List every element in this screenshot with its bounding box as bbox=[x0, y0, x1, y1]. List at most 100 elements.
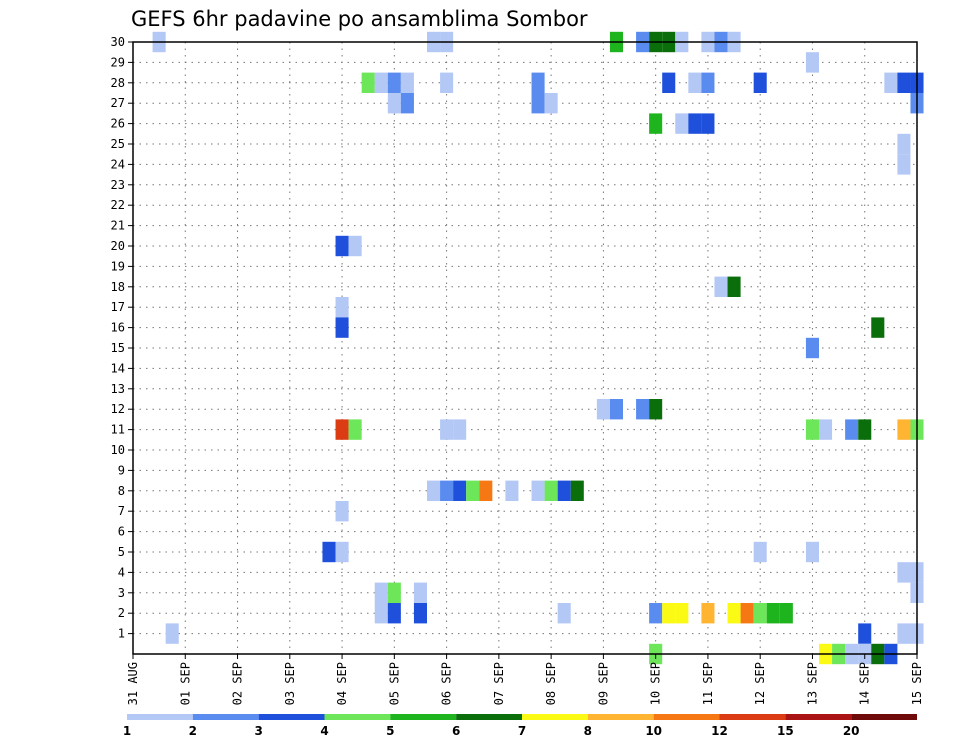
y-tick-label: 10 bbox=[111, 443, 125, 457]
precip-cell bbox=[805, 52, 819, 73]
x-tick-label: 01 SEP bbox=[178, 662, 192, 705]
precip-cell bbox=[897, 154, 911, 175]
y-tick-label: 28 bbox=[111, 76, 125, 90]
precip-cell bbox=[662, 72, 676, 93]
precip-cell bbox=[636, 399, 650, 420]
y-tick-label: 27 bbox=[111, 96, 125, 110]
precip-cell bbox=[557, 603, 571, 624]
precip-cell bbox=[688, 113, 702, 134]
precip-cell bbox=[531, 93, 545, 114]
precip-cell bbox=[570, 480, 584, 501]
y-tick-label: 30 bbox=[111, 35, 125, 49]
precip-cell bbox=[322, 541, 336, 563]
precip-cell bbox=[400, 72, 414, 93]
precip-cell bbox=[374, 603, 388, 624]
x-tick-label: 08 SEP bbox=[544, 662, 558, 705]
colorbar-swatch bbox=[390, 714, 457, 720]
precip-cell bbox=[727, 276, 741, 297]
colorbar-label: 3 bbox=[254, 724, 262, 738]
y-tick-label: 9 bbox=[118, 463, 125, 477]
precip-cell bbox=[387, 603, 401, 624]
x-tick-label: 03 SEP bbox=[283, 662, 297, 705]
colorbar-label: 10 bbox=[645, 724, 662, 738]
precip-cell bbox=[675, 603, 689, 624]
y-tick-label: 15 bbox=[111, 341, 125, 355]
plot-cells bbox=[152, 31, 924, 665]
precip-cell bbox=[557, 480, 571, 501]
precip-cell bbox=[165, 623, 179, 644]
precip-cell bbox=[387, 72, 401, 93]
precip-cell bbox=[361, 72, 375, 93]
x-tick-label: 02 SEP bbox=[231, 662, 245, 705]
precip-cell bbox=[440, 480, 454, 501]
colorbar-label: 15 bbox=[777, 724, 794, 738]
x-tick-label: 10 SEP bbox=[649, 662, 663, 705]
precip-cell bbox=[348, 419, 362, 440]
precip-cell bbox=[779, 603, 793, 624]
precip-cell bbox=[596, 399, 610, 420]
colorbar-swatch bbox=[653, 714, 720, 720]
y-tick-label: 18 bbox=[111, 280, 125, 294]
precip-cell bbox=[544, 93, 558, 114]
precip-cell bbox=[335, 501, 349, 522]
precip-cell bbox=[649, 603, 663, 624]
precip-cell bbox=[884, 72, 898, 93]
colorbar-label: 2 bbox=[189, 724, 197, 738]
x-tick-label: 11 SEP bbox=[701, 662, 715, 705]
colorbar-swatch bbox=[522, 714, 588, 720]
precip-cell bbox=[701, 113, 715, 134]
precip-cell bbox=[897, 419, 911, 440]
precip-cell bbox=[688, 72, 702, 93]
precip-cell bbox=[440, 72, 454, 93]
x-tick-label: 09 SEP bbox=[596, 662, 610, 705]
colorbar-swatch bbox=[258, 714, 325, 720]
plot-frame bbox=[132, 41, 918, 655]
precip-cell bbox=[805, 337, 819, 359]
plot-gridlines bbox=[133, 42, 917, 654]
y-tick-label: 22 bbox=[111, 198, 125, 212]
y-tick-label: 4 bbox=[118, 565, 125, 579]
x-tick-label: 07 SEP bbox=[492, 662, 506, 705]
precip-cell bbox=[649, 113, 663, 134]
y-tick-label: 25 bbox=[111, 137, 125, 151]
precip-cell bbox=[544, 480, 558, 501]
precip-cell bbox=[531, 480, 545, 501]
precip-cell bbox=[427, 480, 441, 501]
precip-cell bbox=[335, 317, 349, 338]
precip-cell bbox=[662, 603, 676, 624]
x-tick-label: 04 SEP bbox=[335, 662, 349, 705]
precip-cell bbox=[701, 603, 715, 624]
colorbar-label: 1 bbox=[123, 724, 131, 738]
y-tick-label: 6 bbox=[118, 525, 125, 539]
y-tick-label: 23 bbox=[111, 178, 125, 192]
precip-cell bbox=[858, 419, 872, 440]
y-tick-label: 19 bbox=[111, 259, 125, 273]
precip-cell bbox=[714, 276, 728, 297]
y-tick-label: 12 bbox=[111, 402, 125, 416]
x-tick-label: 05 SEP bbox=[387, 662, 401, 705]
y-tick-label: 17 bbox=[111, 300, 125, 314]
precip-cell bbox=[858, 623, 872, 644]
colorbar-label: 12 bbox=[711, 724, 728, 738]
precip-cell bbox=[374, 72, 388, 93]
precip-cell bbox=[531, 72, 545, 93]
x-tick-label: 12 SEP bbox=[753, 662, 767, 705]
precip-cell bbox=[727, 603, 741, 624]
precip-cell bbox=[609, 399, 623, 420]
precip-cell bbox=[845, 419, 859, 440]
colorbar-label: 6 bbox=[452, 724, 460, 738]
precip-cell bbox=[400, 93, 414, 114]
precip-cell bbox=[740, 603, 754, 624]
precip-cell bbox=[413, 603, 427, 624]
colorbar-swatch bbox=[719, 714, 786, 720]
y-tick-label: 26 bbox=[111, 117, 125, 131]
chart-title: GEFS 6hr padavine po ansamblima Sombor bbox=[131, 7, 588, 31]
precip-cell bbox=[871, 317, 885, 338]
precip-cell bbox=[897, 72, 911, 93]
colorbar-swatch bbox=[324, 714, 391, 720]
x-tick-label: 13 SEP bbox=[805, 662, 819, 705]
precip-cell bbox=[766, 603, 780, 624]
precip-cell bbox=[649, 399, 663, 420]
colorbar-label: 20 bbox=[843, 724, 860, 738]
